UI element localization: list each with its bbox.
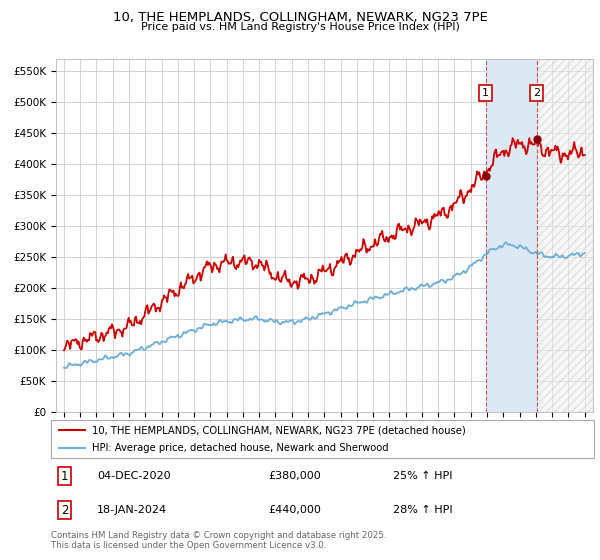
FancyBboxPatch shape — [51, 420, 594, 458]
Text: 04-DEC-2020: 04-DEC-2020 — [97, 471, 171, 481]
Text: 1: 1 — [482, 88, 489, 98]
Text: 18-JAN-2024: 18-JAN-2024 — [97, 505, 167, 515]
Text: Contains HM Land Registry data © Crown copyright and database right 2025.
This d: Contains HM Land Registry data © Crown c… — [51, 531, 386, 550]
Text: HPI: Average price, detached house, Newark and Sherwood: HPI: Average price, detached house, Newa… — [92, 443, 388, 453]
Text: 10, THE HEMPLANDS, COLLINGHAM, NEWARK, NG23 7PE (detached house): 10, THE HEMPLANDS, COLLINGHAM, NEWARK, N… — [92, 425, 466, 435]
Text: £440,000: £440,000 — [268, 505, 321, 515]
Text: 2: 2 — [533, 88, 540, 98]
Text: Price paid vs. HM Land Registry's House Price Index (HPI): Price paid vs. HM Land Registry's House … — [140, 22, 460, 32]
Text: 25% ↑ HPI: 25% ↑ HPI — [393, 471, 452, 481]
Text: 2: 2 — [61, 504, 68, 517]
Text: £380,000: £380,000 — [268, 471, 321, 481]
Bar — [536, 59, 593, 412]
Bar — [486, 59, 536, 412]
Text: 28% ↑ HPI: 28% ↑ HPI — [393, 505, 453, 515]
Text: 10, THE HEMPLANDS, COLLINGHAM, NEWARK, NG23 7PE: 10, THE HEMPLANDS, COLLINGHAM, NEWARK, N… — [113, 11, 487, 24]
Text: 1: 1 — [61, 470, 68, 483]
